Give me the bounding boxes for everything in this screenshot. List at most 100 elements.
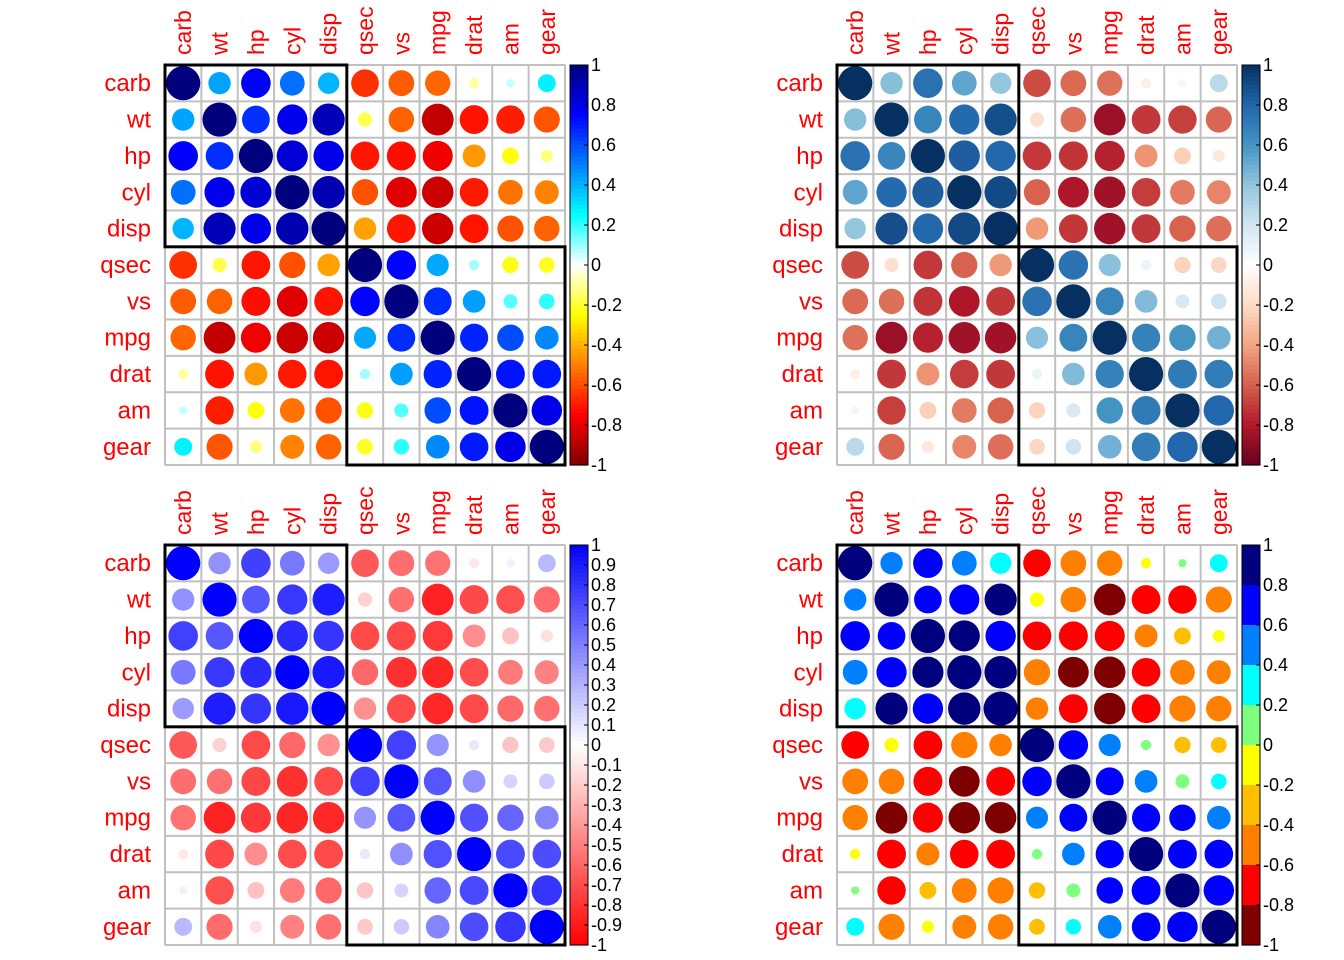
corr-circle-vs-hp — [913, 286, 943, 316]
colorbar-segment — [570, 345, 588, 350]
col-label-cyl: cyl — [951, 27, 977, 55]
corr-circle-vs-disp — [986, 766, 1016, 796]
corr-circle-wt-cyl — [949, 584, 980, 615]
corr-circle-hp-cyl — [276, 140, 308, 172]
corr-circle-carb-drat — [468, 558, 480, 569]
colorbar-segment — [570, 233, 588, 238]
corr-circle-carb-wt — [208, 72, 231, 95]
colorbar-segment — [570, 429, 588, 434]
corr-circle-wt-carb — [844, 588, 867, 611]
corr-circle-mpg-drat — [459, 803, 489, 832]
corr-circle-mpg-carb — [842, 325, 868, 351]
corr-circle-mpg-gear — [1206, 325, 1231, 350]
colorbar-tick-label: 0 — [591, 255, 601, 275]
corr-circle-drat-drat — [457, 357, 492, 392]
colorbar-segment — [570, 709, 588, 714]
colorbar-segment — [570, 177, 588, 182]
colorbar-segment — [1242, 393, 1260, 398]
colorbar-segment — [1242, 581, 1260, 586]
corr-circle-mpg-gear — [534, 805, 559, 830]
corr-circle-wt-hp — [914, 585, 942, 614]
colorbar-segment — [1242, 337, 1260, 342]
colorbar-segment — [1242, 93, 1260, 98]
colorbar-segment — [570, 553, 588, 558]
corr-circle-am-disp — [315, 877, 342, 904]
colorbar-segment — [1242, 213, 1260, 218]
colorbar-segment — [570, 885, 588, 890]
colorbar-segment — [1242, 177, 1260, 182]
corr-circle-qsec-am — [1174, 736, 1191, 754]
row-label-am: am — [790, 397, 823, 424]
colorbar-segment — [1242, 609, 1260, 614]
corr-circle-vs-wt — [878, 288, 905, 315]
col-label-wt: wt — [879, 511, 905, 536]
corr-circle-carb-qsec — [351, 549, 379, 578]
colorbar-tick-label: -1 — [591, 935, 607, 955]
colorbar-segment — [570, 545, 588, 550]
colorbar-segment — [1242, 709, 1260, 714]
corr-circle-drat-vs — [390, 842, 413, 866]
corr-circle-vs-qsec — [350, 286, 380, 317]
corr-circle-drat-disp — [986, 839, 1016, 869]
corr-circle-am-vs — [394, 883, 409, 898]
corr-circle-gear-drat — [459, 912, 489, 942]
corr-circle-vs-vs — [1056, 764, 1091, 799]
colorbar-segment — [1242, 137, 1260, 142]
corr-circle-carb-drat — [1140, 78, 1152, 89]
colorbar-tick-label: 0.9 — [591, 555, 616, 575]
colorbar-segment — [570, 825, 588, 830]
colorbar-tick-label: -0.2 — [591, 295, 622, 315]
corr-circle-carb-gear — [537, 74, 556, 93]
corr-circle-qsec-qsec — [1019, 247, 1055, 283]
corr-circle-hp-vs — [1058, 621, 1088, 651]
colorbar-segment — [570, 221, 588, 226]
colorbar-tick-label: 1 — [1263, 535, 1273, 555]
colorbar-segment — [570, 821, 588, 826]
colorbar-segment — [570, 721, 588, 726]
colorbar-segment — [1242, 569, 1260, 574]
corr-circle-carb-wt — [880, 72, 903, 95]
corr-circle-cyl-qsec — [1023, 659, 1051, 686]
colorbar-segment — [1242, 693, 1260, 698]
corr-circle-vs-drat — [1134, 770, 1158, 793]
colorbar-segment — [1242, 853, 1260, 858]
col-label-gear: gear — [534, 9, 560, 55]
corr-circle-gear-drat — [459, 432, 489, 462]
corr-circle-vs-qsec — [1022, 766, 1052, 797]
corr-circle-carb-hp — [241, 548, 271, 578]
colorbar-segment — [1242, 309, 1260, 314]
corr-circle-hp-vs — [386, 141, 416, 171]
colorbar-tick-label: -0.1 — [591, 755, 622, 775]
colorbar-segment — [570, 433, 588, 438]
colorbar-segment — [570, 441, 588, 446]
colorbar-segment — [570, 585, 588, 590]
row-label-am: am — [118, 877, 151, 904]
corr-circle-disp-qsec — [1025, 697, 1049, 720]
colorbar-segment — [570, 857, 588, 862]
colorbar-segment — [1242, 665, 1260, 670]
colorbar-segment — [1242, 65, 1260, 70]
corr-circle-disp-am — [1169, 215, 1196, 242]
corr-circle-disp-drat — [1131, 694, 1161, 724]
corr-circle-disp-mpg — [421, 692, 454, 725]
corr-circle-disp-qsec — [353, 217, 377, 240]
corr-circle-cyl-cyl — [275, 655, 310, 690]
colorbar-segment — [1242, 697, 1260, 702]
colorbar-segment — [570, 89, 588, 94]
colorbar-segment — [570, 861, 588, 866]
colorbar-segment — [570, 937, 588, 942]
colorbar-segment — [570, 565, 588, 570]
colorbar-tick-label: -0.4 — [1263, 335, 1294, 355]
colorbar-segment — [570, 453, 588, 458]
corr-circle-drat-drat — [1129, 837, 1164, 872]
colorbar-segment — [570, 141, 588, 146]
corr-circle-hp-qsec — [350, 621, 380, 651]
colorbar-segment — [1242, 265, 1260, 270]
corr-circle-am-am — [493, 873, 528, 908]
colorbar-segment — [1242, 669, 1260, 674]
colorbar-segment — [1242, 121, 1260, 126]
colorbar-segment — [1242, 857, 1260, 862]
corr-circle-gear-am — [495, 911, 526, 943]
corr-circle-qsec-disp — [989, 733, 1012, 757]
corr-circle-am-mpg — [1096, 397, 1123, 424]
